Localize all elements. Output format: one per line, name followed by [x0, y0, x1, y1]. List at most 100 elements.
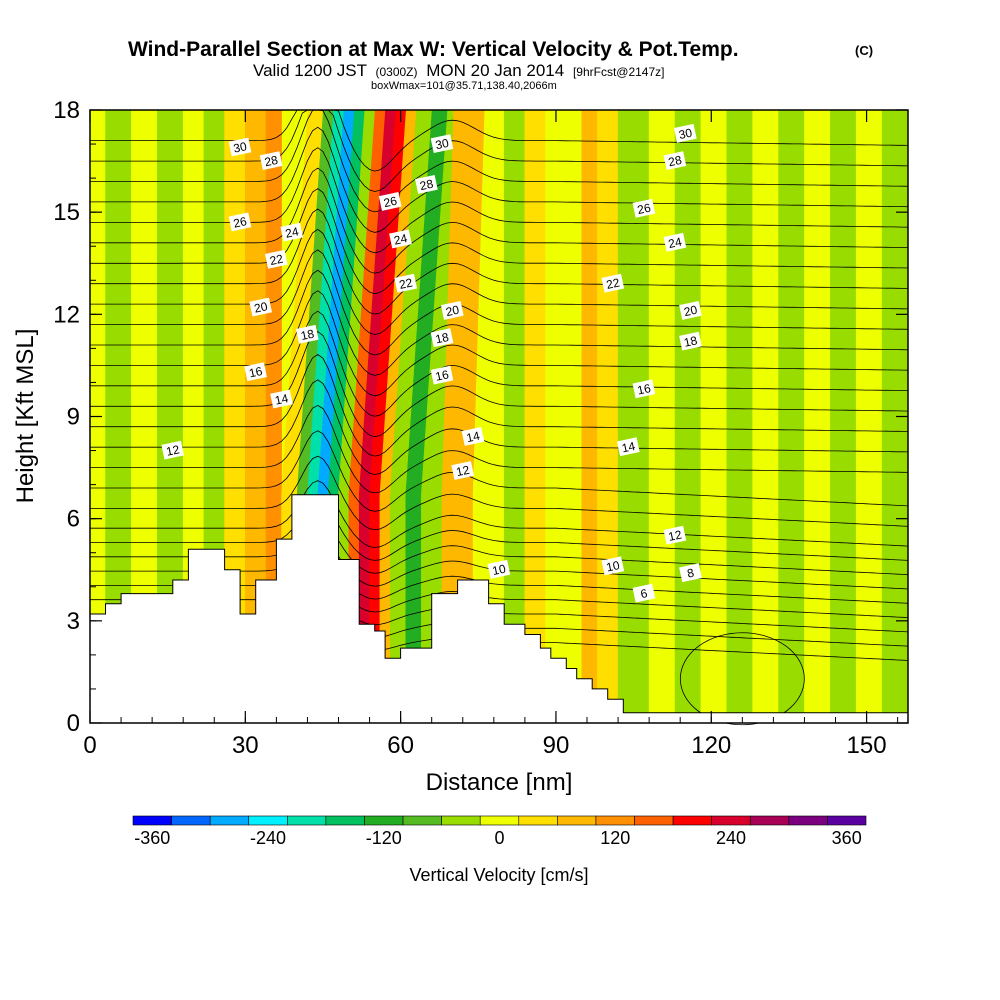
isentrope-line	[90, 228, 909, 335]
colorbar-swatch	[672, 815, 712, 826]
contour-label-bg	[663, 232, 687, 252]
contour-label-text: 22	[268, 251, 284, 268]
contour-label-bg	[430, 134, 454, 154]
contour-label-text: 10	[491, 561, 507, 578]
x-tick-label: 0	[83, 732, 96, 759]
contour-label-bg	[415, 174, 438, 194]
subtitle-valid: Valid 1200 JST	[253, 61, 367, 80]
contour-label: 16	[244, 362, 267, 382]
contour-label-text: 6	[639, 586, 649, 601]
contour-label-bg	[679, 300, 702, 320]
contour-label: 18	[679, 331, 702, 351]
colorbar-tick-label: -120	[366, 828, 402, 848]
contour-label-text: 18	[434, 330, 450, 347]
colorbar-swatch	[595, 815, 635, 826]
colorbar-tick-label: 120	[600, 828, 630, 848]
contour-label-text: 20	[253, 299, 269, 316]
x-tick-label: 60	[387, 732, 414, 759]
isentrope-line	[90, 430, 909, 512]
contour-label-bg	[601, 273, 625, 293]
isentrope-line	[90, 208, 909, 315]
colorbar-swatch	[325, 815, 365, 826]
contour-label-text: 8	[686, 566, 696, 581]
y-tick-label: 18	[53, 97, 80, 124]
contour-label-text: 10	[605, 558, 621, 575]
contour-label-bg	[601, 556, 625, 576]
isentrope-line	[90, 188, 909, 295]
isentrope-line	[90, 167, 909, 274]
contour-label: 10	[487, 559, 511, 579]
colorbar: -360 -240 -120 0 120 240 360	[132, 815, 867, 848]
contour-label-bg	[663, 151, 687, 171]
contour-label: 26	[228, 212, 252, 232]
contour-label-bg	[663, 525, 687, 545]
chart-subtitle: Valid 1200 JST (0300Z) MON 20 Jan 2014 […	[253, 61, 665, 80]
contour-label-bg	[632, 198, 656, 218]
colorbar-swatch	[827, 815, 867, 826]
contour-label-bg	[270, 389, 293, 409]
velocity-band	[726, 109, 753, 724]
colorbar-swatch	[248, 815, 288, 826]
contour-label: 14	[616, 437, 640, 457]
isentrope-line	[90, 109, 909, 172]
contour-label-bg	[440, 300, 464, 320]
contour-label-bg	[378, 191, 402, 211]
velocity-band	[674, 109, 702, 724]
contour-label-bg	[430, 328, 454, 348]
isentrope-line	[90, 515, 909, 576]
contour-label: 20	[679, 300, 702, 320]
contour-label-bg	[616, 437, 640, 457]
x-tick-label: 120	[691, 732, 731, 759]
contour-label-bg	[673, 123, 697, 143]
y-tick-label: 12	[53, 301, 80, 328]
velocity-band	[830, 109, 857, 724]
contour-label: 24	[280, 222, 304, 242]
contour-label-text: 22	[398, 275, 414, 292]
velocity-band	[700, 109, 728, 724]
contour-label-text: 16	[248, 364, 264, 381]
contour-label: 28	[663, 151, 687, 171]
contour-label: 20	[249, 297, 273, 317]
colorbar-swatch	[788, 815, 828, 826]
contour-label-bg	[430, 365, 454, 385]
contour-label-text: 28	[667, 153, 683, 170]
contour-label-bg	[228, 137, 252, 157]
contour-label-text: 14	[274, 391, 290, 408]
colorbar-swatch	[711, 815, 751, 826]
y-tick-label: 6	[67, 506, 80, 533]
contour-label-text: 30	[232, 139, 248, 156]
x-tick-label: 90	[543, 732, 570, 759]
contour-label-text: 24	[284, 224, 300, 241]
contour-label-text: 14	[620, 439, 636, 456]
contour-label-text: 12	[455, 463, 471, 480]
contour-label: 12	[663, 525, 687, 545]
isentrope-line	[90, 147, 909, 254]
isentrope-line	[90, 498, 909, 561]
y-tick-label: 15	[53, 199, 80, 226]
contour-label: 30	[228, 137, 252, 157]
y-tick-label: 0	[67, 710, 80, 737]
contour-label-bg	[161, 440, 185, 460]
contour-label: 22	[264, 249, 288, 269]
contour-label-bg	[280, 222, 304, 242]
contour-label: 20	[440, 300, 464, 320]
contour-label-bg	[394, 273, 418, 293]
contour-label-bg	[679, 563, 702, 583]
contour-label-bg	[487, 559, 511, 579]
contour-label: 12	[451, 461, 475, 480]
contour-label-text: 14	[465, 429, 481, 446]
contour-label: 24	[389, 229, 412, 249]
subtitle-forecast: [9hrFcst@2147z]	[573, 65, 665, 79]
isentrope-line	[90, 404, 909, 494]
contour-label: 30	[673, 123, 697, 143]
x-tick-label: 30	[232, 732, 259, 759]
chart-box-info: boxWmax=101@35.71,138.40,2066m	[371, 80, 557, 92]
colorbar-title: Vertical Velocity [cm/s]	[409, 865, 588, 885]
contour-label-bg	[389, 229, 412, 249]
contour-label-text: 20	[683, 303, 699, 320]
contour-label-text: 24	[393, 231, 409, 248]
isentrope-line	[90, 290, 909, 397]
contour-label-bg	[632, 583, 656, 603]
contour-label-text: 30	[434, 136, 450, 153]
isentrope-line	[90, 331, 909, 438]
